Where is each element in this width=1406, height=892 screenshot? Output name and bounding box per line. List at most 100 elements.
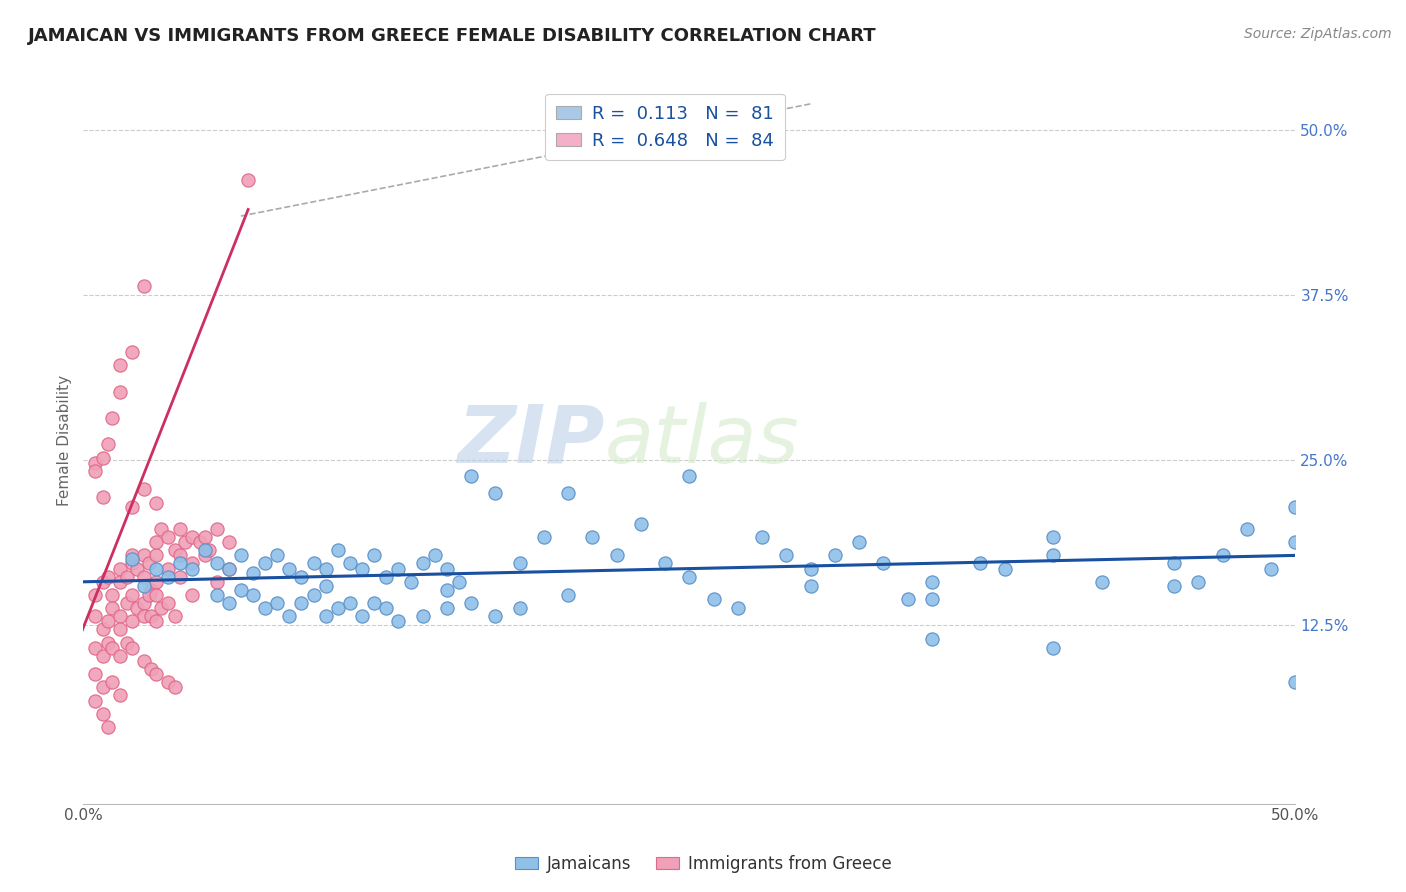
Point xyxy=(101,640,124,655)
Point xyxy=(339,596,361,610)
Point xyxy=(121,552,143,566)
Point xyxy=(290,569,312,583)
Point xyxy=(132,569,155,583)
Point xyxy=(678,569,700,583)
Point xyxy=(132,483,155,497)
Point xyxy=(969,557,991,571)
Point xyxy=(315,579,337,593)
Point xyxy=(145,588,167,602)
Point xyxy=(108,574,131,589)
Point xyxy=(91,681,114,695)
Point xyxy=(254,601,277,615)
Point xyxy=(157,569,180,583)
Legend: R =  0.113   N =  81, R =  0.648   N =  84: R = 0.113 N = 81, R = 0.648 N = 84 xyxy=(546,94,785,161)
Point xyxy=(96,635,118,649)
Point xyxy=(921,632,943,646)
Point xyxy=(460,469,482,483)
Point xyxy=(145,615,167,629)
Point xyxy=(181,557,204,571)
Point xyxy=(993,561,1015,575)
Point xyxy=(557,588,579,602)
Point xyxy=(290,596,312,610)
Point xyxy=(387,561,409,575)
Point xyxy=(169,549,191,563)
Point xyxy=(205,588,228,602)
Point xyxy=(375,601,398,615)
Point xyxy=(412,609,434,624)
Point xyxy=(108,609,131,624)
Point xyxy=(436,561,458,575)
Point xyxy=(896,591,918,606)
Point xyxy=(91,450,114,465)
Point xyxy=(1163,557,1185,571)
Point xyxy=(484,609,506,624)
Point xyxy=(165,609,187,624)
Point xyxy=(145,561,167,575)
Point xyxy=(872,557,894,571)
Point xyxy=(218,535,240,549)
Point xyxy=(121,615,143,629)
Point xyxy=(108,358,131,372)
Point xyxy=(101,588,124,602)
Point xyxy=(242,588,264,602)
Point xyxy=(1284,535,1306,549)
Point xyxy=(91,574,114,589)
Point xyxy=(149,522,172,536)
Point xyxy=(96,437,118,451)
Point xyxy=(193,549,215,563)
Point xyxy=(91,706,114,721)
Point xyxy=(1284,500,1306,514)
Point xyxy=(101,411,124,425)
Point xyxy=(121,557,143,571)
Point xyxy=(121,549,143,563)
Point xyxy=(169,522,191,536)
Point xyxy=(108,384,131,399)
Point xyxy=(125,561,148,575)
Point xyxy=(181,588,204,602)
Point xyxy=(108,623,131,637)
Point xyxy=(387,615,409,629)
Point xyxy=(654,557,676,571)
Point xyxy=(606,549,628,563)
Point xyxy=(1042,530,1064,544)
Point xyxy=(101,675,124,690)
Point xyxy=(800,579,823,593)
Point xyxy=(121,345,143,359)
Point xyxy=(581,530,603,544)
Point xyxy=(141,662,163,676)
Point xyxy=(205,557,228,571)
Point xyxy=(436,601,458,615)
Point xyxy=(84,667,107,681)
Point xyxy=(121,640,143,655)
Point xyxy=(775,549,797,563)
Point xyxy=(460,596,482,610)
Point xyxy=(1163,579,1185,593)
Y-axis label: Female Disability: Female Disability xyxy=(58,375,72,506)
Point xyxy=(145,667,167,681)
Point xyxy=(149,601,172,615)
Point xyxy=(132,279,155,293)
Point xyxy=(108,689,131,703)
Point xyxy=(108,561,131,575)
Point xyxy=(157,561,180,575)
Point xyxy=(266,549,288,563)
Point xyxy=(229,582,252,597)
Point xyxy=(145,574,167,589)
Point xyxy=(115,569,138,583)
Point xyxy=(278,561,301,575)
Point xyxy=(218,561,240,575)
Point xyxy=(236,173,259,187)
Point xyxy=(848,535,870,549)
Point xyxy=(101,601,124,615)
Point xyxy=(141,609,163,624)
Text: Source: ZipAtlas.com: Source: ZipAtlas.com xyxy=(1244,27,1392,41)
Point xyxy=(412,557,434,571)
Point xyxy=(193,543,215,558)
Point xyxy=(1236,522,1258,536)
Point xyxy=(800,561,823,575)
Point xyxy=(91,648,114,663)
Point xyxy=(141,582,163,597)
Point xyxy=(96,569,118,583)
Point xyxy=(84,464,107,478)
Point xyxy=(1042,549,1064,563)
